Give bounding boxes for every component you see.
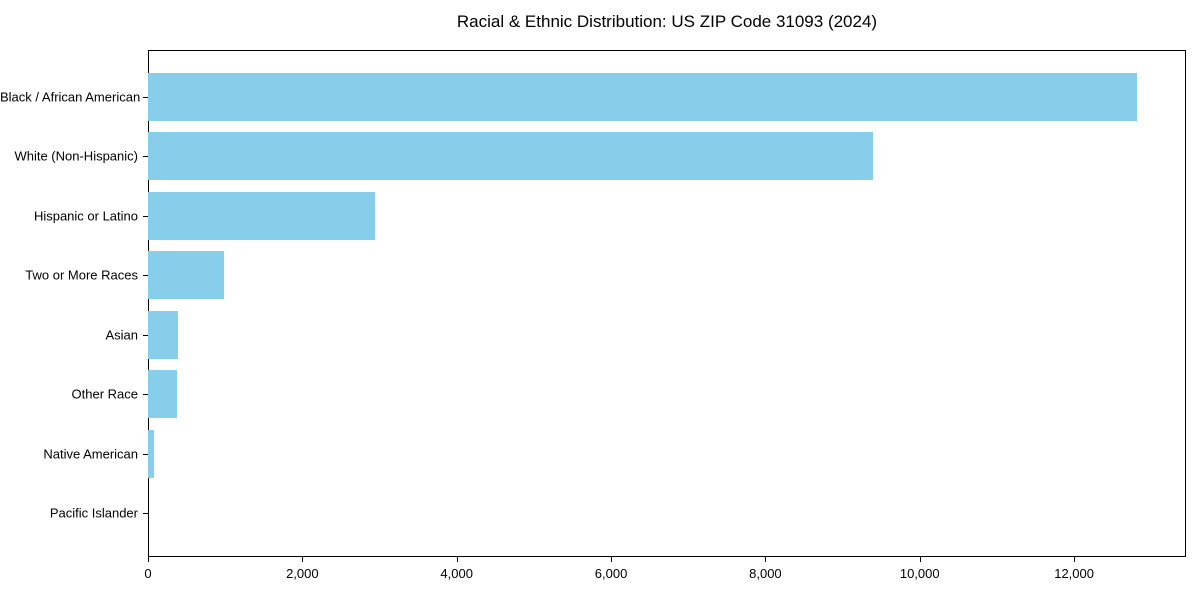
y-tick-mark [143,453,148,455]
x-axis-tick-label: 12,000 [1054,566,1094,581]
y-tick-mark [143,215,148,217]
y-axis-label-asian: Asian [105,327,138,343]
y-tick-mark [143,394,148,396]
x-tick-mark [456,557,458,562]
x-tick-mark [765,557,767,562]
x-tick-mark [1074,557,1076,562]
chart-title: Racial & Ethnic Distribution: US ZIP Cod… [456,12,878,31]
plot-area [148,50,1186,557]
y-tick-mark [143,97,148,98]
bar-hispanic-or-latino [148,191,375,240]
y-axis-label-hispanic-or-latino: Hispanic or Latino [33,208,138,224]
y-axis-label-two-or-more-races: Two or More Races [25,267,138,283]
bar-black-african-american [148,73,1137,121]
bar-native-american [148,429,154,478]
x-tick-mark [919,557,921,562]
y-tick-mark [143,275,148,277]
x-tick-mark [611,557,613,562]
bar-other-race [148,370,177,419]
y-axis-label-black-african-american: Black / African American [0,89,141,105]
x-axis-tick-label: 0 [144,566,152,581]
x-axis-tick-label: 6,000 [594,566,628,581]
x-axis-tick-label: 2,000 [286,566,319,581]
x-axis-tick-label: 4,000 [440,566,473,581]
y-axis-label-white-non-hispanic: White (Non-Hispanic) [14,148,138,164]
y-axis-label-other-race: Other Race [71,386,138,402]
x-tick-mark [302,557,304,562]
bar-two-or-more-races [148,251,225,300]
y-axis-label-pacific-islander: Pacific Islander [49,505,138,521]
x-axis-tick-label: 10,000 [899,566,940,581]
y-tick-mark [143,513,148,514]
x-tick-mark [148,557,149,562]
y-tick-mark [143,334,148,336]
x-axis-tick-label: 8,000 [749,566,782,581]
bar-asian [148,310,178,359]
bar-white-non-hispanic [148,132,874,181]
y-tick-mark [143,156,148,158]
y-axis-label-native-american: Native American [43,446,138,462]
